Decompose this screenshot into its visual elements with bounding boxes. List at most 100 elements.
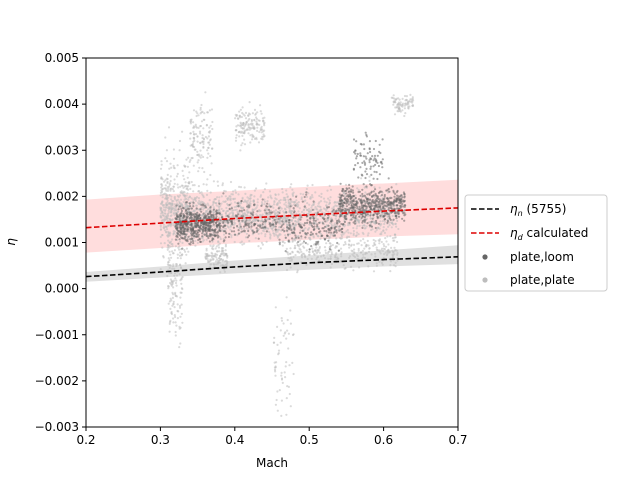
point-plate_loom xyxy=(366,222,369,225)
point-plate_plate xyxy=(329,188,333,191)
point-plate_loom xyxy=(295,195,298,198)
point-plate_loom xyxy=(261,226,265,229)
point-plate_plate xyxy=(334,253,338,256)
point-plate_plate xyxy=(280,374,283,377)
point-plate_loom xyxy=(372,177,375,180)
point-plate_plate xyxy=(238,222,242,225)
fit-lines xyxy=(85,207,459,278)
point-plate_plate xyxy=(254,237,257,240)
point-plate_plate xyxy=(182,186,185,189)
point-plate_loom xyxy=(227,221,230,224)
point-plate_plate xyxy=(289,247,292,250)
point-plate_plate xyxy=(267,227,270,230)
point-plate_loom xyxy=(311,208,314,211)
point-plate_loom xyxy=(280,224,283,227)
point-plate_plate xyxy=(235,129,238,132)
point-plate_plate xyxy=(287,332,290,335)
point-plate_plate xyxy=(272,203,276,206)
point-plate_loom xyxy=(327,228,330,231)
point-plate_plate xyxy=(398,98,401,101)
point-plate_plate xyxy=(280,414,283,417)
point-plate_plate xyxy=(325,201,328,204)
point-plate_plate xyxy=(201,240,204,243)
legend-eta-n-subscript: n xyxy=(518,209,523,218)
point-plate_plate xyxy=(161,184,164,187)
point-plate_loom xyxy=(371,200,374,204)
point-plate_plate xyxy=(165,230,168,233)
point-plate_loom xyxy=(185,225,188,228)
point-plate_loom xyxy=(228,207,231,210)
point-plate_plate xyxy=(316,218,320,221)
point-plate_loom xyxy=(177,229,180,232)
legend-eta-n-suffix: (5755) xyxy=(523,202,567,216)
point-plate_plate xyxy=(387,225,390,228)
point-plate_loom xyxy=(323,238,327,241)
point-plate_plate xyxy=(248,239,251,243)
point-plate_plate xyxy=(320,255,323,258)
point-plate_plate xyxy=(172,280,175,283)
point-plate_plate xyxy=(300,237,303,240)
point-plate_plate xyxy=(325,242,328,245)
point-plate_loom xyxy=(347,203,350,206)
point-plate_plate xyxy=(168,231,172,234)
point-plate_plate xyxy=(265,182,268,185)
point-plate_plate xyxy=(169,175,172,178)
point-plate_plate xyxy=(219,237,222,241)
point-plate_loom xyxy=(306,219,309,222)
point-plate_plate xyxy=(161,193,164,196)
point-plate_plate xyxy=(299,243,302,246)
point-plate_plate xyxy=(170,242,173,246)
point-plate_plate xyxy=(317,235,320,238)
point-plate_plate xyxy=(282,240,285,243)
point-plate_loom xyxy=(366,193,369,196)
point-plate_loom xyxy=(234,233,237,236)
point-plate_loom xyxy=(392,218,395,221)
point-plate_loom xyxy=(286,226,289,229)
point-plate_plate xyxy=(357,188,360,192)
point-plate_plate xyxy=(288,233,291,236)
point-plate_plate xyxy=(180,287,183,290)
point-plate_loom xyxy=(377,197,380,200)
point-plate_plate xyxy=(365,252,368,255)
point-plate_plate xyxy=(352,254,355,258)
point-plate_plate xyxy=(179,185,182,188)
point-plate_loom xyxy=(372,165,375,168)
point-plate_plate xyxy=(329,196,332,199)
point-plate_plate xyxy=(373,241,376,245)
point-plate_loom xyxy=(190,223,193,226)
point-plate_plate xyxy=(220,195,223,198)
point-plate_plate xyxy=(170,256,173,259)
point-plate_plate xyxy=(308,212,311,215)
point-plate_plate xyxy=(346,235,349,238)
point-plate_loom xyxy=(230,207,233,210)
legend-eta-d-label: ηd calculated xyxy=(510,226,588,242)
point-plate_plate xyxy=(194,123,197,126)
point-plate_loom xyxy=(224,236,227,239)
point-plate_plate xyxy=(243,143,247,146)
point-plate_plate xyxy=(252,125,255,128)
point-plate_loom xyxy=(345,213,348,216)
point-plate_plate xyxy=(350,249,353,252)
point-plate_loom xyxy=(205,231,208,234)
point-plate_loom xyxy=(378,201,381,204)
point-plate_plate xyxy=(253,127,256,130)
point-plate_plate xyxy=(230,211,233,214)
point-plate_plate xyxy=(173,203,176,206)
point-plate_plate xyxy=(298,207,301,210)
point-plate_loom xyxy=(350,200,353,203)
point-plate_plate xyxy=(243,227,246,231)
point-plate_loom xyxy=(365,185,368,188)
point-plate_plate xyxy=(196,140,199,143)
point-plate_loom xyxy=(178,238,181,241)
point-plate_loom xyxy=(248,206,251,209)
point-plate_plate xyxy=(192,126,195,129)
point-plate_plate xyxy=(394,222,397,225)
point-plate_loom xyxy=(189,241,193,244)
point-plate_plate xyxy=(175,209,178,212)
point-plate_plate xyxy=(263,200,267,203)
point-plate_plate xyxy=(397,227,400,231)
point-plate_loom xyxy=(377,222,380,225)
point-plate_loom xyxy=(320,234,323,238)
point-plate_loom xyxy=(218,222,221,225)
point-plate_plate xyxy=(343,231,346,234)
